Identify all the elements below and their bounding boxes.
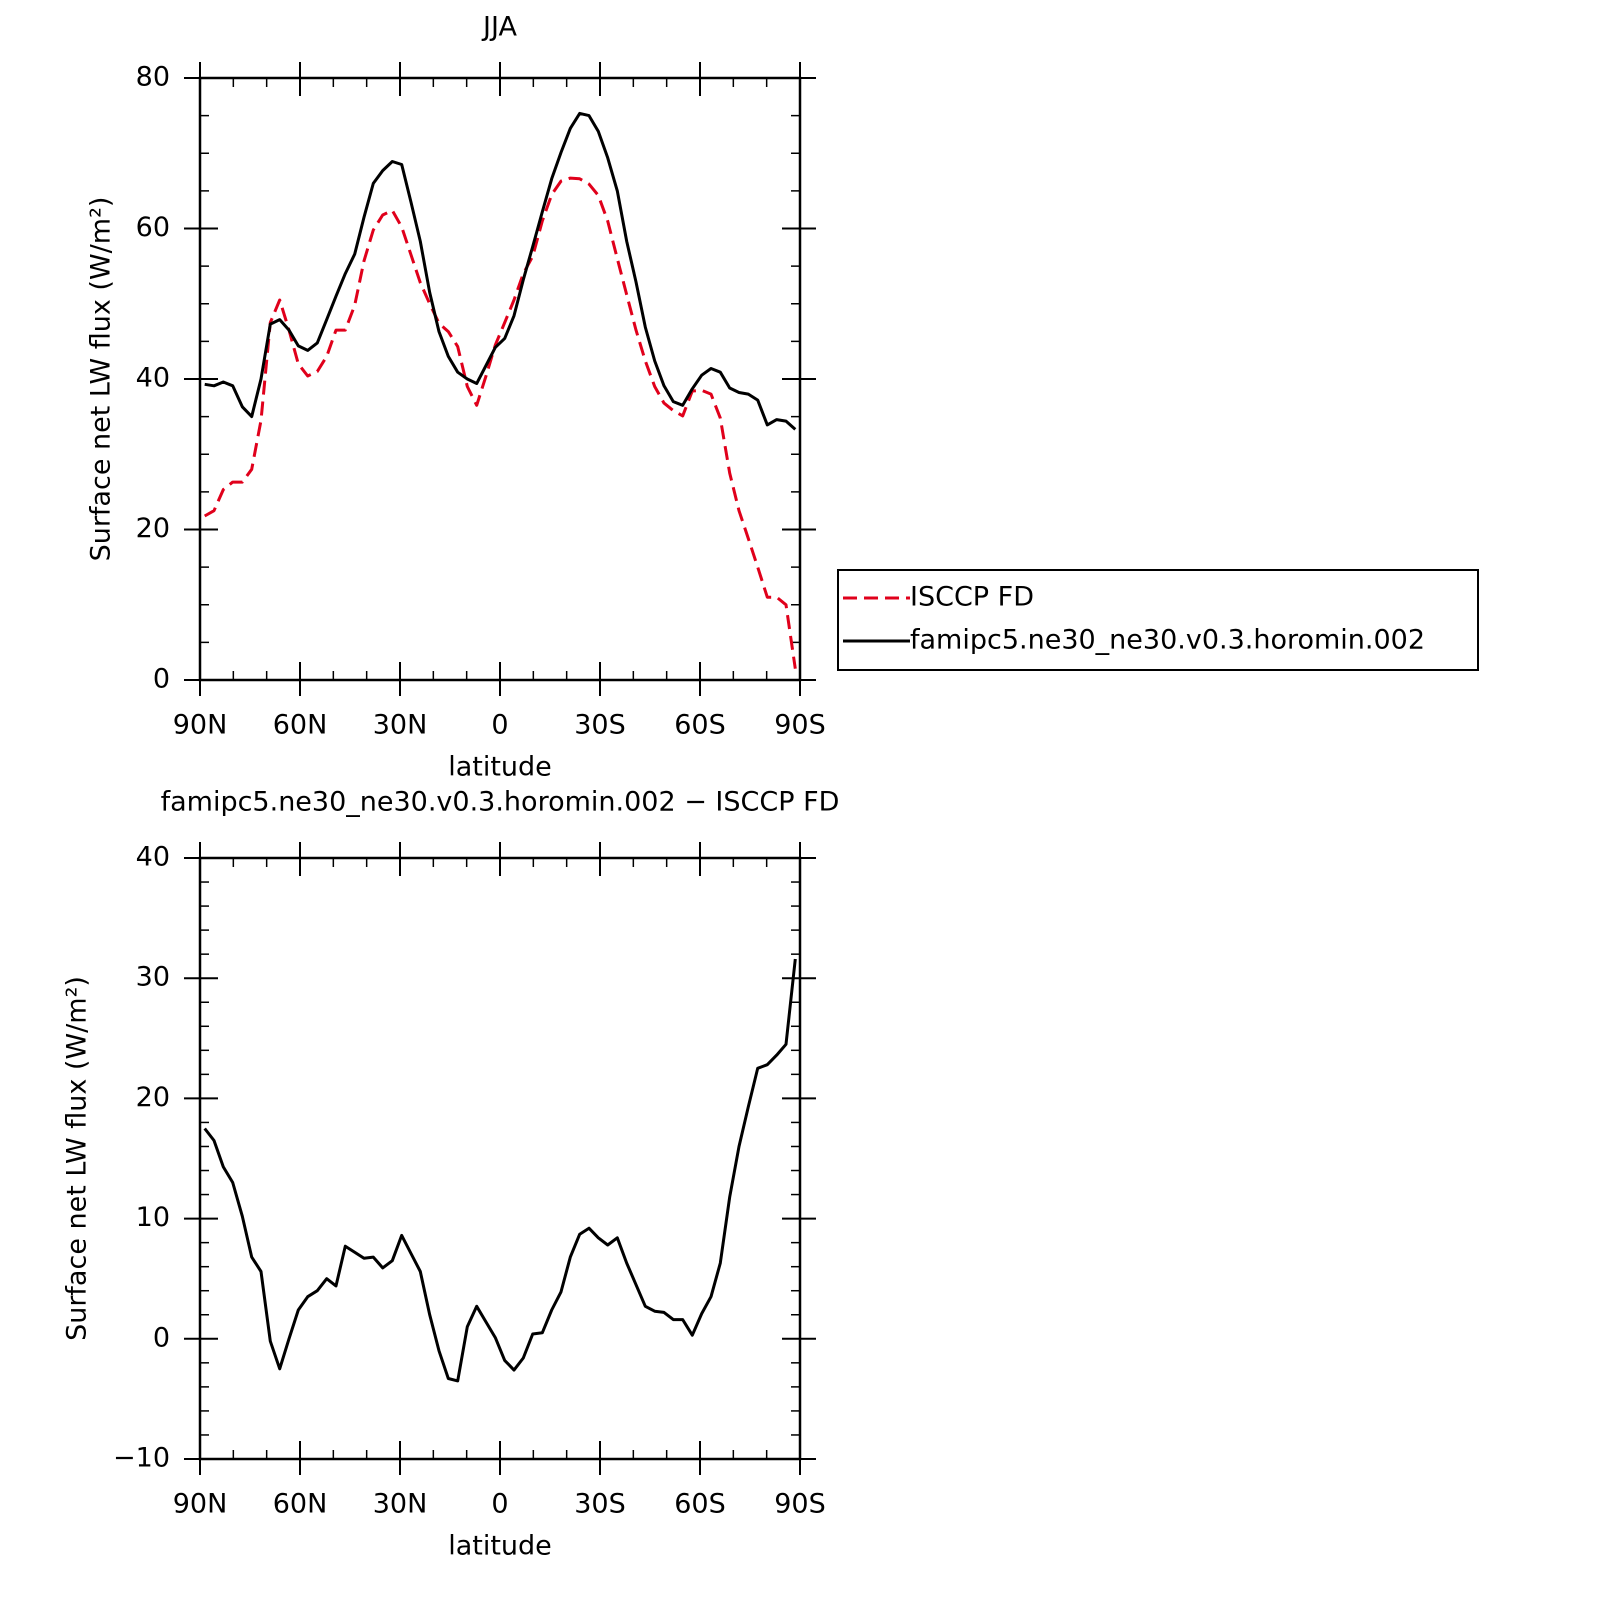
x-tick-label: 60N [273,1489,328,1520]
y-tick-label: 40 [136,363,170,394]
y-tick-label: 40 [136,842,170,873]
data-line [203,176,797,669]
x-tick-label: 90S [774,710,826,741]
y-tick-label: 30 [136,962,170,993]
x-tick-label: 30N [373,710,428,741]
x-tick-label: 30S [574,710,626,741]
y-tick-label: 10 [136,1202,170,1233]
y-axis-label: Surface net LW flux (W/m²) [86,197,117,562]
x-tick-label: 30N [373,1489,428,1520]
x-tick-label: 90N [173,1489,228,1520]
plot-frame [198,76,802,682]
data-line [204,111,797,431]
x-axis-label: latitude [448,1531,552,1562]
chart-title: JJA [481,12,517,43]
x-tick-label: 60S [674,1489,726,1520]
y-tick-label: 20 [136,1082,170,1113]
legend-label: famipc5.ne30_ne30.v0.3.horomin.002 [910,625,1425,656]
x-tick-label: 90N [173,710,228,741]
plot-frame [198,856,802,1461]
y-tick-label: 80 [136,62,170,93]
x-tick-label: 60N [273,710,328,741]
legend-box [837,569,1479,671]
data-line [203,958,797,1383]
y-tick-label: 0 [153,1322,170,1353]
legend-label: ISCCP FD [910,582,1034,613]
x-axis-label: latitude [448,752,552,783]
x-tick-label: 0 [491,1489,508,1520]
y-tick-label: 60 [136,212,170,243]
y-axis-label: Surface net LW flux (W/m²) [62,976,93,1341]
x-tick-label: 60S [674,710,726,741]
x-tick-label: 0 [491,710,508,741]
x-tick-label: 30S [574,1489,626,1520]
y-tick-label: −10 [113,1443,170,1474]
y-tick-label: 20 [136,513,170,544]
chart-title: famipc5.ne30_ne30.v0.3.horomin.002 − ISC… [161,787,840,818]
y-tick-label: 0 [153,664,170,695]
x-tick-label: 90S [774,1489,826,1520]
